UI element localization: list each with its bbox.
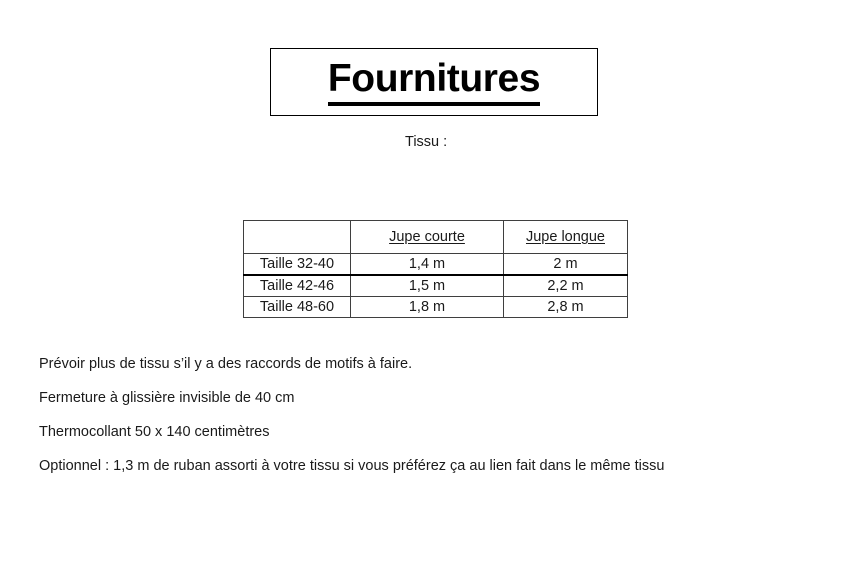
table-header-jupe-courte-label: Jupe courte: [389, 229, 465, 245]
note-line-zipper: Fermeture à glissière invisible de 40 cm: [39, 390, 295, 406]
cell-jupe-courte: 1,8 m: [350, 296, 504, 318]
fabric-requirements-table: Jupe courte Jupe longue Taille 32-40 1,4…: [243, 220, 628, 318]
cell-jupe-courte: 1,5 m: [350, 274, 504, 297]
notes-list: Prévoir plus de tissu s’il y a des racco…: [39, 356, 829, 474]
cell-jupe-longue: 2,2 m: [503, 274, 628, 297]
table-header-jupe-longue: Jupe longue: [503, 220, 628, 254]
table-row: Taille 42-46 1,5 m 2,2 m: [243, 274, 628, 297]
page-title: Fournitures: [327, 59, 541, 106]
note-line-optional-ribbon: Optionnel : 1,3 m de ruban assorti à vot…: [39, 458, 665, 474]
cell-jupe-longue: 2 m: [503, 253, 628, 276]
table-header-row: Jupe courte Jupe longue: [243, 220, 628, 254]
table-header-jupe-longue-label: Jupe longue: [525, 229, 605, 245]
note-line-pattern-matching: Prévoir plus de tissu s’il y a des racco…: [39, 356, 413, 372]
table-header-jupe-courte: Jupe courte: [350, 220, 504, 254]
note-line-interfacing: Thermocollant 50 x 140 centimètres: [39, 424, 270, 440]
fabric-section-label: Tissu :: [405, 134, 448, 150]
table-row: Taille 48-60 1,8 m 2,8 m: [243, 296, 628, 318]
table-row: Taille 32-40 1,4 m 2 m: [243, 253, 628, 276]
table-header-empty: [243, 220, 351, 254]
title-box: Fournitures: [270, 48, 598, 116]
cell-size: Taille 48-60: [243, 296, 351, 318]
cell-jupe-longue: 2,8 m: [503, 296, 628, 318]
cell-size: Taille 42-46: [243, 274, 351, 297]
cell-jupe-courte: 1,4 m: [350, 253, 504, 276]
cell-size: Taille 32-40: [243, 253, 351, 276]
